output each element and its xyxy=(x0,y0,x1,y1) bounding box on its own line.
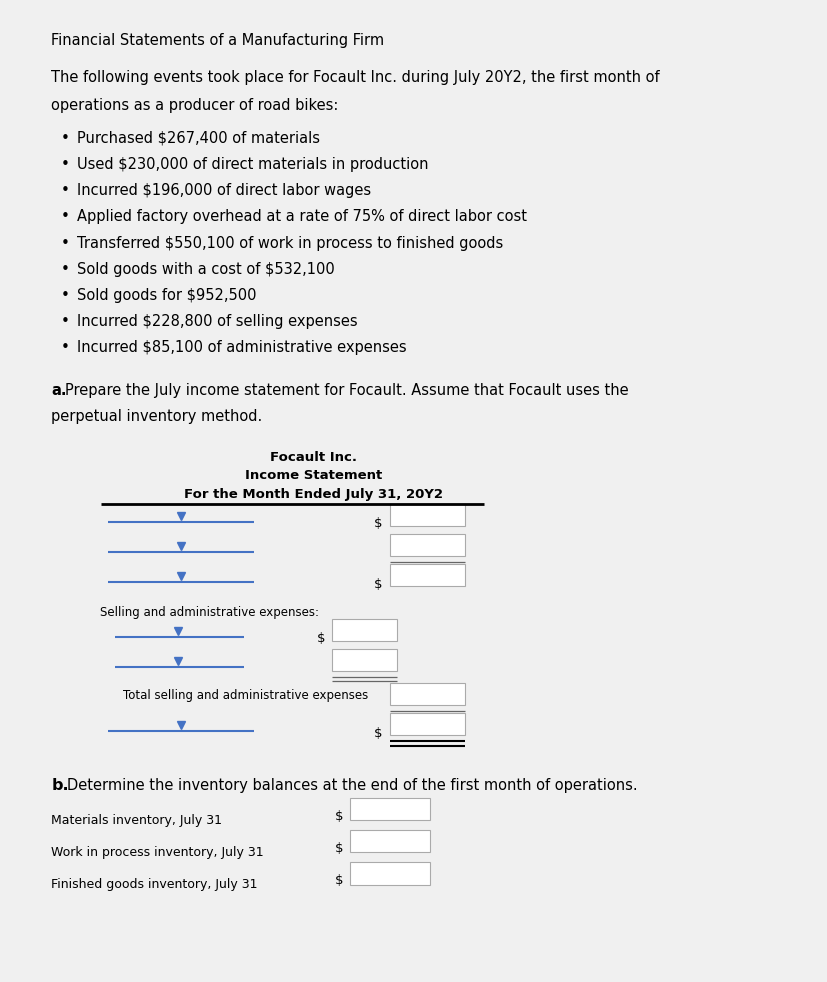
Text: $: $ xyxy=(373,727,381,739)
Text: b.: b. xyxy=(51,778,69,792)
Bar xyxy=(390,504,465,525)
Text: Selling and administrative expenses:: Selling and administrative expenses: xyxy=(100,607,319,620)
Bar xyxy=(350,862,429,885)
Bar xyxy=(350,830,429,852)
Text: Focault Inc.: Focault Inc. xyxy=(270,452,356,464)
Text: •: • xyxy=(61,236,70,250)
Bar xyxy=(332,619,396,640)
Bar xyxy=(390,534,465,556)
Text: The following events took place for Focault Inc. during July 20Y2, the first mon: The following events took place for Foca… xyxy=(51,71,659,85)
Text: Sold goods for $952,500: Sold goods for $952,500 xyxy=(77,288,256,303)
Text: •: • xyxy=(61,209,70,225)
Text: •: • xyxy=(61,131,70,146)
Text: Incurred $228,800 of selling expenses: Incurred $228,800 of selling expenses xyxy=(77,314,357,329)
Text: Determine the inventory balances at the end of the first month of operations.: Determine the inventory balances at the … xyxy=(67,778,637,792)
Text: $: $ xyxy=(373,577,381,591)
Text: Incurred $196,000 of direct labor wages: Incurred $196,000 of direct labor wages xyxy=(77,184,370,198)
Text: Used $230,000 of direct materials in production: Used $230,000 of direct materials in pro… xyxy=(77,157,428,172)
Text: Purchased $267,400 of materials: Purchased $267,400 of materials xyxy=(77,131,320,146)
Text: a.: a. xyxy=(51,383,67,398)
Text: •: • xyxy=(61,314,70,329)
Text: •: • xyxy=(61,157,70,172)
Text: Applied factory overhead at a rate of 75% of direct labor cost: Applied factory overhead at a rate of 75… xyxy=(77,209,527,225)
Bar xyxy=(390,713,465,736)
Text: $: $ xyxy=(373,518,381,530)
Text: Prepare the July income statement for Focault. Assume that Focault uses the: Prepare the July income statement for Fo… xyxy=(65,383,628,398)
Text: $: $ xyxy=(317,632,325,645)
Text: perpetual inventory method.: perpetual inventory method. xyxy=(51,409,262,424)
Text: For the Month Ended July 31, 20Y2: For the Month Ended July 31, 20Y2 xyxy=(184,487,442,501)
Text: •: • xyxy=(61,262,70,277)
Text: •: • xyxy=(61,288,70,303)
Text: •: • xyxy=(61,184,70,198)
Bar xyxy=(390,564,465,586)
Text: $: $ xyxy=(335,874,343,887)
Text: Financial Statements of a Manufacturing Firm: Financial Statements of a Manufacturing … xyxy=(51,33,384,48)
Text: Income Statement: Income Statement xyxy=(245,469,382,482)
Text: $: $ xyxy=(335,842,343,854)
Text: Materials inventory, July 31: Materials inventory, July 31 xyxy=(51,814,222,827)
Text: operations as a producer of road bikes:: operations as a producer of road bikes: xyxy=(51,97,338,113)
Text: Incurred $85,100 of administrative expenses: Incurred $85,100 of administrative expen… xyxy=(77,341,406,355)
Text: $: $ xyxy=(335,809,343,823)
Bar xyxy=(332,649,396,671)
Text: Total selling and administrative expenses: Total selling and administrative expense… xyxy=(123,689,368,702)
Text: Finished goods inventory, July 31: Finished goods inventory, July 31 xyxy=(51,879,257,892)
Text: Sold goods with a cost of $532,100: Sold goods with a cost of $532,100 xyxy=(77,262,335,277)
Text: Transferred $550,100 of work in process to finished goods: Transferred $550,100 of work in process … xyxy=(77,236,503,250)
Bar xyxy=(350,797,429,820)
Text: Work in process inventory, July 31: Work in process inventory, July 31 xyxy=(51,846,264,859)
Bar xyxy=(390,683,465,705)
Text: •: • xyxy=(61,341,70,355)
